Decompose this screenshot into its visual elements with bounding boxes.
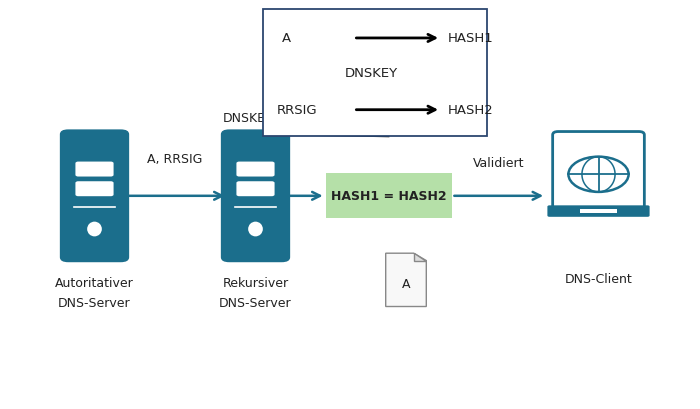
FancyBboxPatch shape — [566, 139, 631, 203]
Text: DNS-Server: DNS-Server — [219, 297, 292, 310]
Text: HASH1 = HASH2: HASH1 = HASH2 — [330, 190, 447, 203]
FancyBboxPatch shape — [547, 206, 650, 217]
FancyBboxPatch shape — [76, 182, 113, 197]
FancyBboxPatch shape — [221, 130, 290, 263]
Text: HASH1: HASH1 — [448, 32, 493, 45]
Text: DNSKEY: DNSKEY — [344, 67, 398, 80]
Text: HASH2: HASH2 — [448, 104, 493, 117]
Text: DNS-Client: DNS-Client — [565, 272, 632, 285]
Text: A: A — [402, 278, 410, 291]
FancyBboxPatch shape — [237, 182, 274, 197]
FancyBboxPatch shape — [76, 162, 113, 177]
Text: A: A — [282, 32, 291, 45]
FancyBboxPatch shape — [326, 174, 452, 219]
Text: DNS-Server: DNS-Server — [58, 297, 131, 310]
FancyBboxPatch shape — [262, 10, 486, 137]
Polygon shape — [414, 254, 426, 261]
Text: Validiert: Validiert — [473, 157, 524, 170]
Ellipse shape — [88, 222, 102, 237]
Ellipse shape — [248, 222, 263, 237]
Text: RRSIG: RRSIG — [276, 104, 317, 117]
FancyBboxPatch shape — [60, 130, 129, 263]
FancyBboxPatch shape — [553, 132, 644, 210]
Text: Autoritativer: Autoritativer — [55, 276, 134, 289]
FancyBboxPatch shape — [237, 162, 274, 177]
Text: DNSKEY: DNSKEY — [223, 112, 274, 125]
Text: Rekursiver: Rekursiver — [223, 276, 288, 289]
Polygon shape — [386, 254, 426, 307]
Bar — [580, 210, 617, 213]
Text: A, RRSIG: A, RRSIG — [147, 153, 203, 166]
